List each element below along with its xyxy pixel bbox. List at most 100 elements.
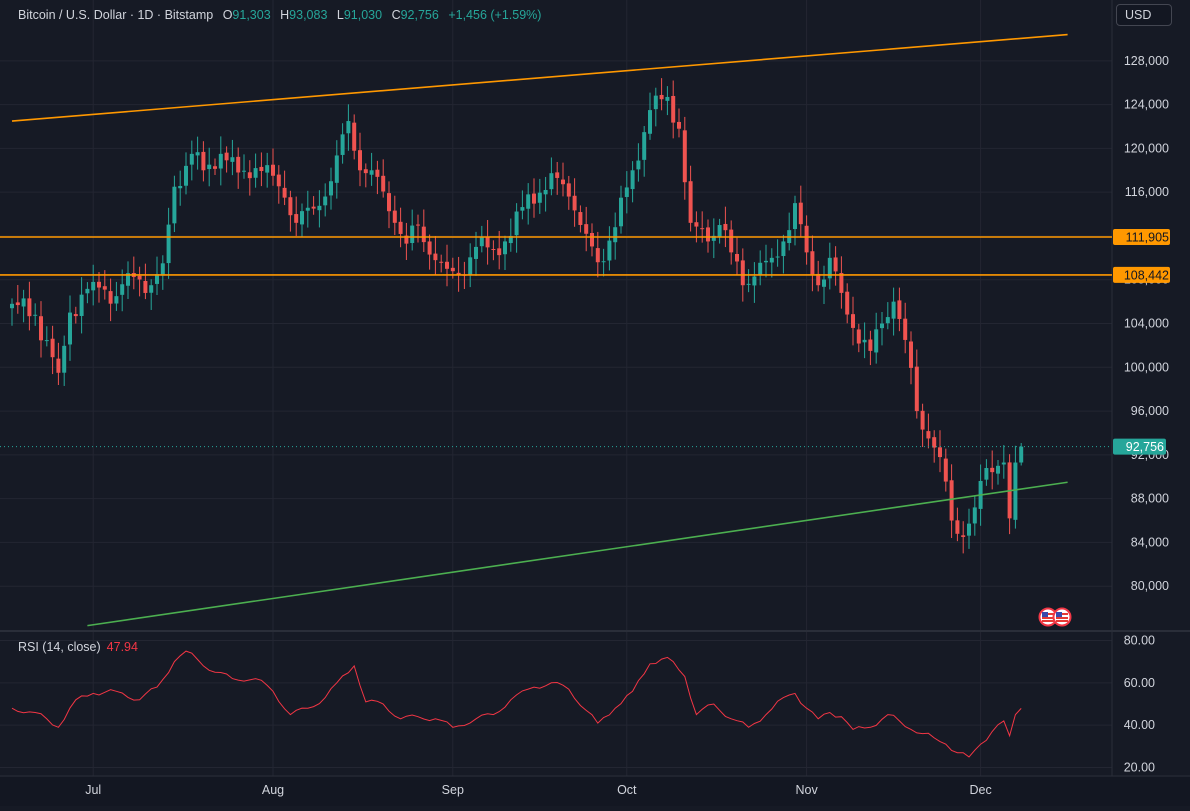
price-tick-label: 84,000 xyxy=(1131,535,1169,549)
candle-body xyxy=(682,130,687,183)
candle-body xyxy=(85,288,90,294)
candle-body xyxy=(276,174,281,187)
candle-body xyxy=(282,187,287,198)
candle-body xyxy=(653,95,658,110)
candle-body xyxy=(97,281,101,288)
candle-body xyxy=(619,197,623,227)
candle-body xyxy=(636,160,641,170)
open-label: O xyxy=(222,8,233,22)
candle-body xyxy=(839,272,844,293)
candle-body xyxy=(700,228,705,230)
candle-body xyxy=(50,338,55,358)
candle-body xyxy=(694,222,699,227)
candle-body xyxy=(729,229,734,253)
candle-body xyxy=(236,156,241,173)
candle-body xyxy=(804,225,809,253)
candle-body xyxy=(468,257,473,275)
candle-body xyxy=(114,296,119,304)
candle-body xyxy=(340,134,345,155)
candle-body xyxy=(265,165,270,173)
candle-body xyxy=(271,164,275,176)
candle-body xyxy=(410,225,415,244)
candle-body xyxy=(526,194,531,209)
candle-body xyxy=(874,329,879,353)
us-flag-event-icon[interactable] xyxy=(1052,607,1072,627)
time-tick-label: Aug xyxy=(262,783,284,797)
candle-body xyxy=(822,279,826,287)
candle-body xyxy=(984,468,989,480)
economic-events[interactable] xyxy=(1038,607,1074,627)
candle-body xyxy=(851,314,855,328)
candle-body xyxy=(665,96,670,101)
last-price-badge xyxy=(1113,438,1166,455)
candle-body xyxy=(479,237,484,247)
level-price-badge xyxy=(1113,229,1170,246)
candle-body xyxy=(862,339,867,343)
candle-body xyxy=(833,257,838,272)
candle-body xyxy=(990,467,995,473)
candle-body xyxy=(932,437,937,448)
candle-body xyxy=(671,95,676,123)
candle-body xyxy=(752,276,757,286)
candle-body xyxy=(543,189,548,195)
candle-body xyxy=(1001,462,1006,465)
last-price-label: 92,756 xyxy=(1126,440,1164,454)
rsi-value: 47.94 xyxy=(106,640,138,654)
candle-body xyxy=(775,256,780,258)
candle-body xyxy=(967,523,971,536)
candle-body xyxy=(485,236,490,248)
symbol-title[interactable]: Bitcoin / U.S. Dollar · 1D · Bitstamp xyxy=(18,8,214,22)
candle-body xyxy=(73,314,78,317)
price-tick-label: 128,000 xyxy=(1124,54,1169,68)
candle-body xyxy=(781,241,786,257)
candle-body xyxy=(33,314,38,316)
candle-body xyxy=(711,235,716,241)
candle-body xyxy=(955,520,960,534)
candle-body xyxy=(648,110,652,134)
price-tick-label: 88,000 xyxy=(1131,492,1169,506)
candle-body xyxy=(195,152,200,156)
candle-body xyxy=(317,205,322,211)
candle-body xyxy=(798,202,803,225)
candle-body xyxy=(439,261,444,263)
candle-body xyxy=(659,94,664,100)
candles xyxy=(10,78,1024,554)
currency-button[interactable]: USD xyxy=(1116,4,1172,26)
symbol-legend: Bitcoin / U.S. Dollar · 1D · Bitstamp O9… xyxy=(18,8,541,22)
price-tick-label: 100,000 xyxy=(1124,360,1169,374)
candle-body xyxy=(155,274,159,284)
candle-body xyxy=(189,153,194,165)
candle-body xyxy=(996,465,1000,474)
rsi-tick-label: 80.00 xyxy=(1124,633,1155,647)
candle-body xyxy=(398,221,403,234)
candle-body xyxy=(897,300,902,319)
candle-body xyxy=(566,183,571,197)
candle-body xyxy=(740,260,745,286)
candle-body xyxy=(630,170,635,190)
candle-body xyxy=(62,345,67,373)
rsi-label: RSI (14, close) xyxy=(18,640,101,654)
time-tick-label: Oct xyxy=(617,783,637,797)
channel-trendline xyxy=(11,33,1068,122)
candle-body xyxy=(1013,462,1018,520)
candle-body xyxy=(346,121,351,134)
candle-body xyxy=(549,173,554,190)
candle-body xyxy=(845,291,850,315)
candle-body xyxy=(160,263,165,276)
candle-body xyxy=(723,223,728,231)
rsi-tick-label: 60.00 xyxy=(1124,676,1155,690)
candle-body xyxy=(456,272,461,276)
candle-body xyxy=(816,273,821,286)
rsi-legend[interactable]: RSI (14, close) 47.94 xyxy=(18,640,138,654)
candle-body xyxy=(827,257,832,279)
candle-body xyxy=(178,185,183,189)
price-pane xyxy=(0,0,1112,630)
candle-body xyxy=(224,152,229,161)
candle-body xyxy=(230,157,235,162)
candle-body xyxy=(943,458,948,482)
candle-body xyxy=(323,196,328,206)
close-label: C xyxy=(391,8,401,22)
candle-body xyxy=(450,267,455,272)
